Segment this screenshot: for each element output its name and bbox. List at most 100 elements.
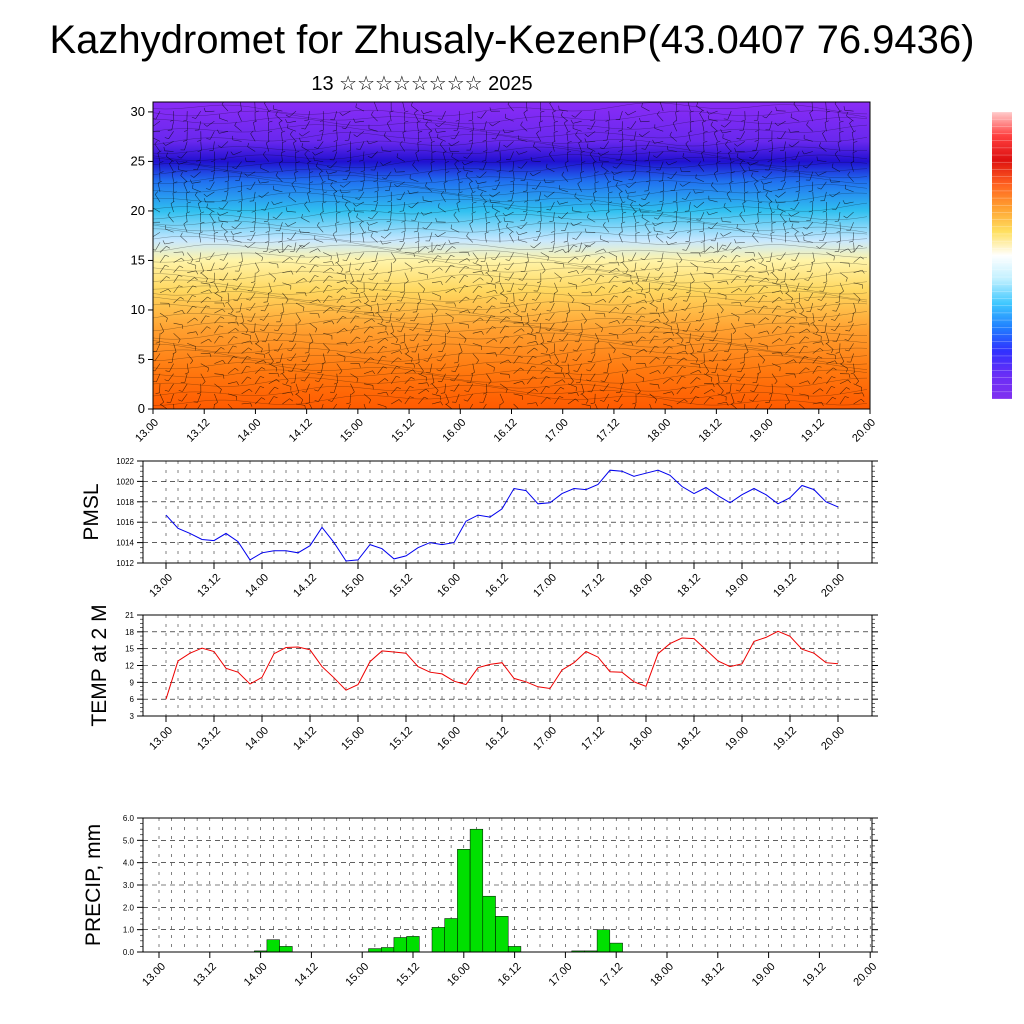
x-tick-label: 14.12 bbox=[291, 725, 319, 753]
y-tick-label: 3 bbox=[130, 712, 135, 721]
y-tick-label: 1016 bbox=[116, 518, 134, 527]
y-tick-label: 9 bbox=[130, 678, 135, 687]
heatmap-field bbox=[153, 102, 870, 409]
precip-bar bbox=[406, 936, 420, 953]
x-tick-label: 14.00 bbox=[243, 725, 271, 753]
x-tick-label: 16.00 bbox=[435, 725, 463, 753]
y-tick-label: 15 bbox=[125, 645, 134, 654]
x-tick-label: 15.12 bbox=[387, 572, 415, 600]
x-tick-label: 19.00 bbox=[723, 572, 751, 600]
x-tick-label: 14.12 bbox=[291, 572, 319, 600]
precip-bar bbox=[266, 939, 280, 953]
precip-panel: 0.0 1.0 2.0 3.0 4.0 5.0 6.0 13.00 13.12 14.00 14.1… bbox=[82, 814, 879, 989]
y-tick-label: 1.0 bbox=[123, 926, 135, 935]
precip-bar bbox=[482, 895, 496, 953]
heatmap-x-tick-label: 15.12 bbox=[389, 417, 417, 445]
heatmap-y-tick-label: 30 bbox=[131, 104, 145, 119]
precip-bar bbox=[609, 942, 623, 953]
x-tick-label: 19.00 bbox=[750, 961, 778, 989]
y-tick-label: 1014 bbox=[116, 539, 134, 548]
heatmap-x-tick-label: 16.00 bbox=[440, 417, 468, 445]
y-tick-label: 12 bbox=[125, 662, 134, 671]
heatmap-x-tick-label: 18.12 bbox=[697, 417, 725, 445]
heatmap-x-tick-label: 19.12 bbox=[799, 417, 827, 445]
y-tick-label: 3.0 bbox=[123, 881, 135, 890]
temp-panel: 3 6 9 12 15 18 21 13.00 13.12 14.00 14.12 15.00 15.1… bbox=[88, 604, 878, 753]
x-tick-label: 15.00 bbox=[339, 725, 367, 753]
heatmap-x-tick-label: 14.12 bbox=[287, 417, 315, 445]
y-tick-label: 1018 bbox=[116, 498, 134, 507]
heatmap-y-tick-label: 15 bbox=[131, 252, 145, 267]
colorbar bbox=[992, 111, 1012, 400]
x-tick-label: 18.12 bbox=[675, 725, 703, 753]
y-tick-label: 1022 bbox=[116, 457, 134, 466]
y-tick-label: 18 bbox=[125, 628, 134, 637]
x-tick-label: 16.12 bbox=[483, 725, 511, 753]
x-tick-label: 13.12 bbox=[195, 572, 223, 600]
x-tick-label: 17.12 bbox=[579, 725, 607, 753]
heatmap-x-tick-label: 19.00 bbox=[748, 417, 776, 445]
precip-bar bbox=[381, 947, 395, 953]
y-tick-label: 5.0 bbox=[123, 836, 135, 845]
pmsl-panel: 1012 1014 1016 1018 1020 1022 13.00 13.12 14.00 1… bbox=[80, 457, 878, 600]
y-tick-label: 21 bbox=[125, 611, 134, 620]
precip-bar bbox=[596, 929, 611, 953]
wind-barbs bbox=[153, 102, 865, 409]
heatmap-panel: 0 5 10 15 20 25 30 13.00 13.12 14.00 14.12 15.00 15.… bbox=[131, 101, 878, 445]
x-tick-label: 16.00 bbox=[445, 961, 473, 989]
y-tick-label: 0.0 bbox=[123, 948, 135, 957]
heatmap-x-tick-label: 18.00 bbox=[645, 417, 673, 445]
x-tick-label: 16.12 bbox=[483, 572, 511, 600]
x-tick-label: 20.00 bbox=[851, 961, 879, 989]
x-tick-label: 18.12 bbox=[675, 572, 703, 600]
x-tick-label: 17.00 bbox=[531, 572, 559, 600]
x-tick-label: 16.00 bbox=[435, 572, 463, 600]
x-tick-label: 13.00 bbox=[147, 725, 175, 753]
x-tick-label: 15.12 bbox=[394, 961, 422, 989]
heatmap-y-tick-label: 10 bbox=[131, 302, 145, 317]
x-tick-label: 19.12 bbox=[801, 961, 829, 989]
heatmap-x-tick-label: 17.12 bbox=[594, 417, 622, 445]
chart-subtitle: 13 ☆☆☆☆☆☆☆☆ 2025 bbox=[311, 73, 533, 95]
x-tick-label: 19.12 bbox=[771, 725, 799, 753]
x-tick-label: 18.12 bbox=[699, 961, 727, 989]
heatmap-x-tick-label: 13.00 bbox=[133, 417, 161, 445]
precip-bar bbox=[444, 918, 458, 953]
x-tick-label: 13.00 bbox=[147, 572, 175, 600]
precip-bar bbox=[368, 948, 382, 953]
x-tick-label: 17.00 bbox=[547, 961, 575, 989]
heatmap-y-tick-label: 5 bbox=[138, 351, 145, 366]
x-tick-label: 14.00 bbox=[242, 961, 270, 989]
y-axis-label: PMSL bbox=[80, 483, 103, 540]
precip-bar bbox=[279, 946, 293, 953]
y-axis-label: TEMP at 2 M bbox=[88, 604, 111, 726]
y-tick-label: 1012 bbox=[116, 559, 134, 568]
precip-bar bbox=[393, 937, 407, 953]
x-tick-label: 13.00 bbox=[140, 961, 168, 989]
heatmap-x-tick-label: 17.00 bbox=[543, 417, 571, 445]
x-tick-label: 15.00 bbox=[343, 961, 371, 989]
contour-lines bbox=[153, 102, 868, 406]
x-tick-label: 19.00 bbox=[723, 725, 751, 753]
precip-bar bbox=[457, 849, 471, 953]
y-tick-label: 2.0 bbox=[123, 903, 135, 912]
x-tick-label: 18.00 bbox=[627, 725, 655, 753]
heatmap-x-tick-label: 14.00 bbox=[236, 417, 264, 445]
precip-bar bbox=[495, 916, 509, 953]
x-tick-label: 14.00 bbox=[243, 572, 271, 600]
x-tick-label: 13.12 bbox=[191, 961, 219, 989]
x-tick-label: 17.12 bbox=[597, 961, 625, 989]
x-tick-label: 15.12 bbox=[387, 725, 415, 753]
precip-bar bbox=[507, 946, 522, 953]
y-tick-label: 1020 bbox=[116, 477, 134, 486]
series-line bbox=[165, 469, 839, 562]
heatmap-x-tick-label: 20.00 bbox=[850, 417, 878, 445]
heatmap-y-tick-label: 20 bbox=[131, 203, 145, 218]
y-tick-label: 6 bbox=[130, 695, 135, 704]
heatmap-y-tick-label: 25 bbox=[131, 153, 145, 168]
precip-bar bbox=[469, 828, 484, 953]
heatmap-y-tick-label: 0 bbox=[138, 401, 145, 416]
x-tick-label: 20.00 bbox=[819, 725, 847, 753]
heatmap-x-tick-label: 13.12 bbox=[184, 417, 212, 445]
